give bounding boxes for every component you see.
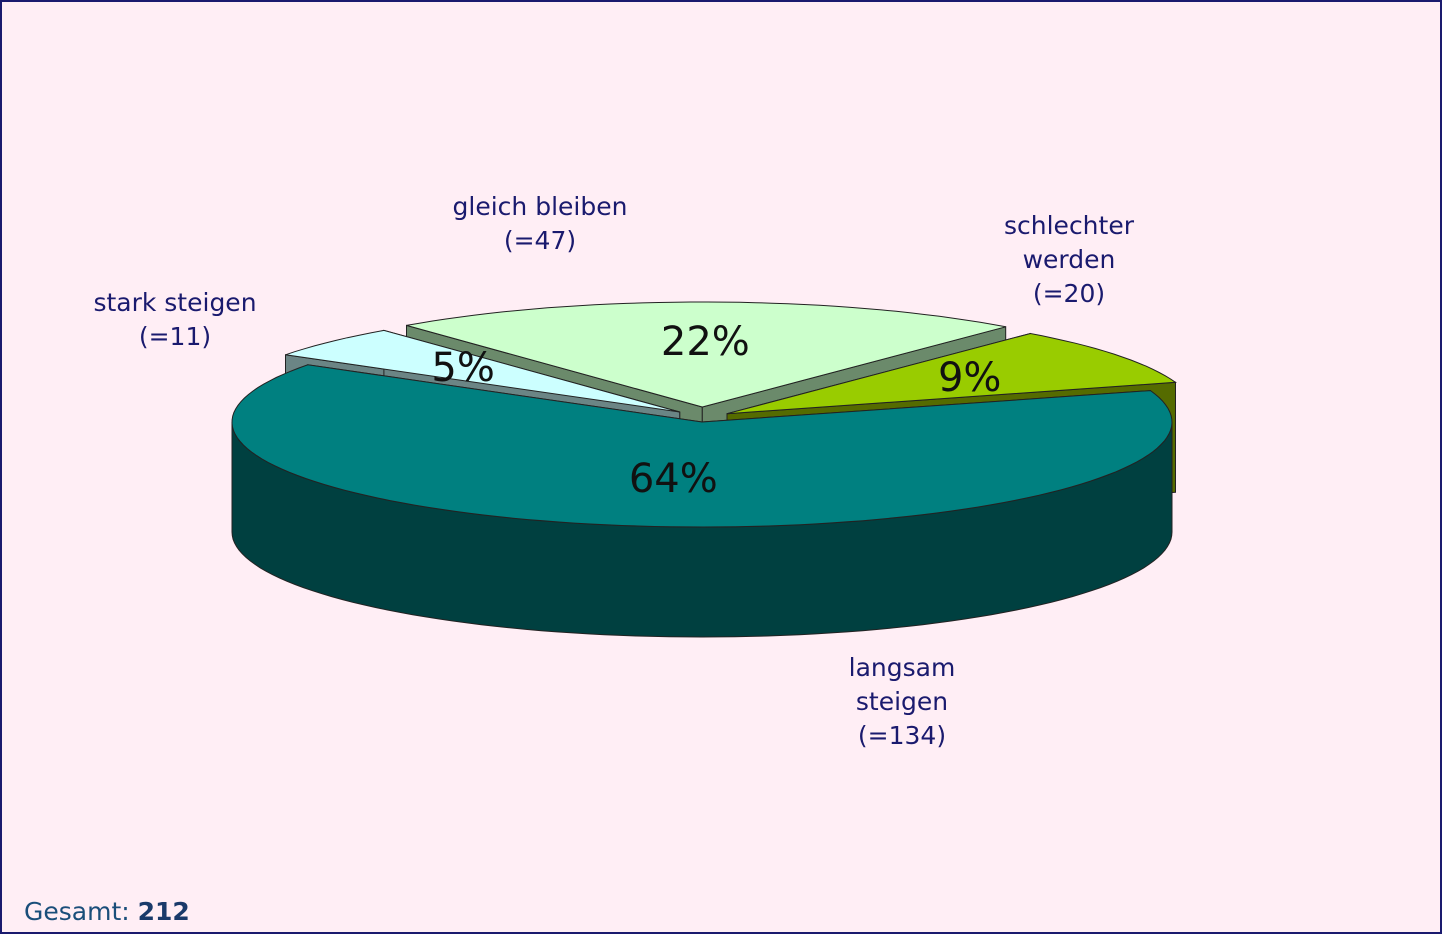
category-label: langsam steigen (=134) <box>802 651 1002 753</box>
value-label: 22% <box>660 318 750 365</box>
count-label: (=134) <box>857 721 947 750</box>
value-label: 5% <box>431 345 495 392</box>
count-label: (=11) <box>138 322 212 351</box>
category-name: stark steigen <box>93 288 257 317</box>
total: Gesamt: 212 <box>24 897 190 926</box>
slice-top <box>231 364 1173 528</box>
count-label: (=47) <box>503 226 577 255</box>
total-label: Gesamt: <box>24 897 130 926</box>
category-name: gleich bleiben <box>452 192 628 221</box>
category-name: langsam steigen <box>848 653 956 716</box>
slice <box>231 364 1173 638</box>
category-label: schlechter werden (=20) <box>969 209 1169 311</box>
category-label: gleich bleiben (=47) <box>410 190 670 258</box>
category-name: schlechter werden <box>1004 211 1134 274</box>
category-label: stark steigen (=11) <box>45 286 305 354</box>
total-value: 212 <box>137 897 190 926</box>
count-label: (=20) <box>1032 279 1106 308</box>
slice-top <box>285 329 680 413</box>
value-label: 9% <box>937 354 1002 401</box>
slice-top <box>406 301 1006 408</box>
slice-top <box>726 332 1177 415</box>
value-label: 64% <box>628 455 718 502</box>
